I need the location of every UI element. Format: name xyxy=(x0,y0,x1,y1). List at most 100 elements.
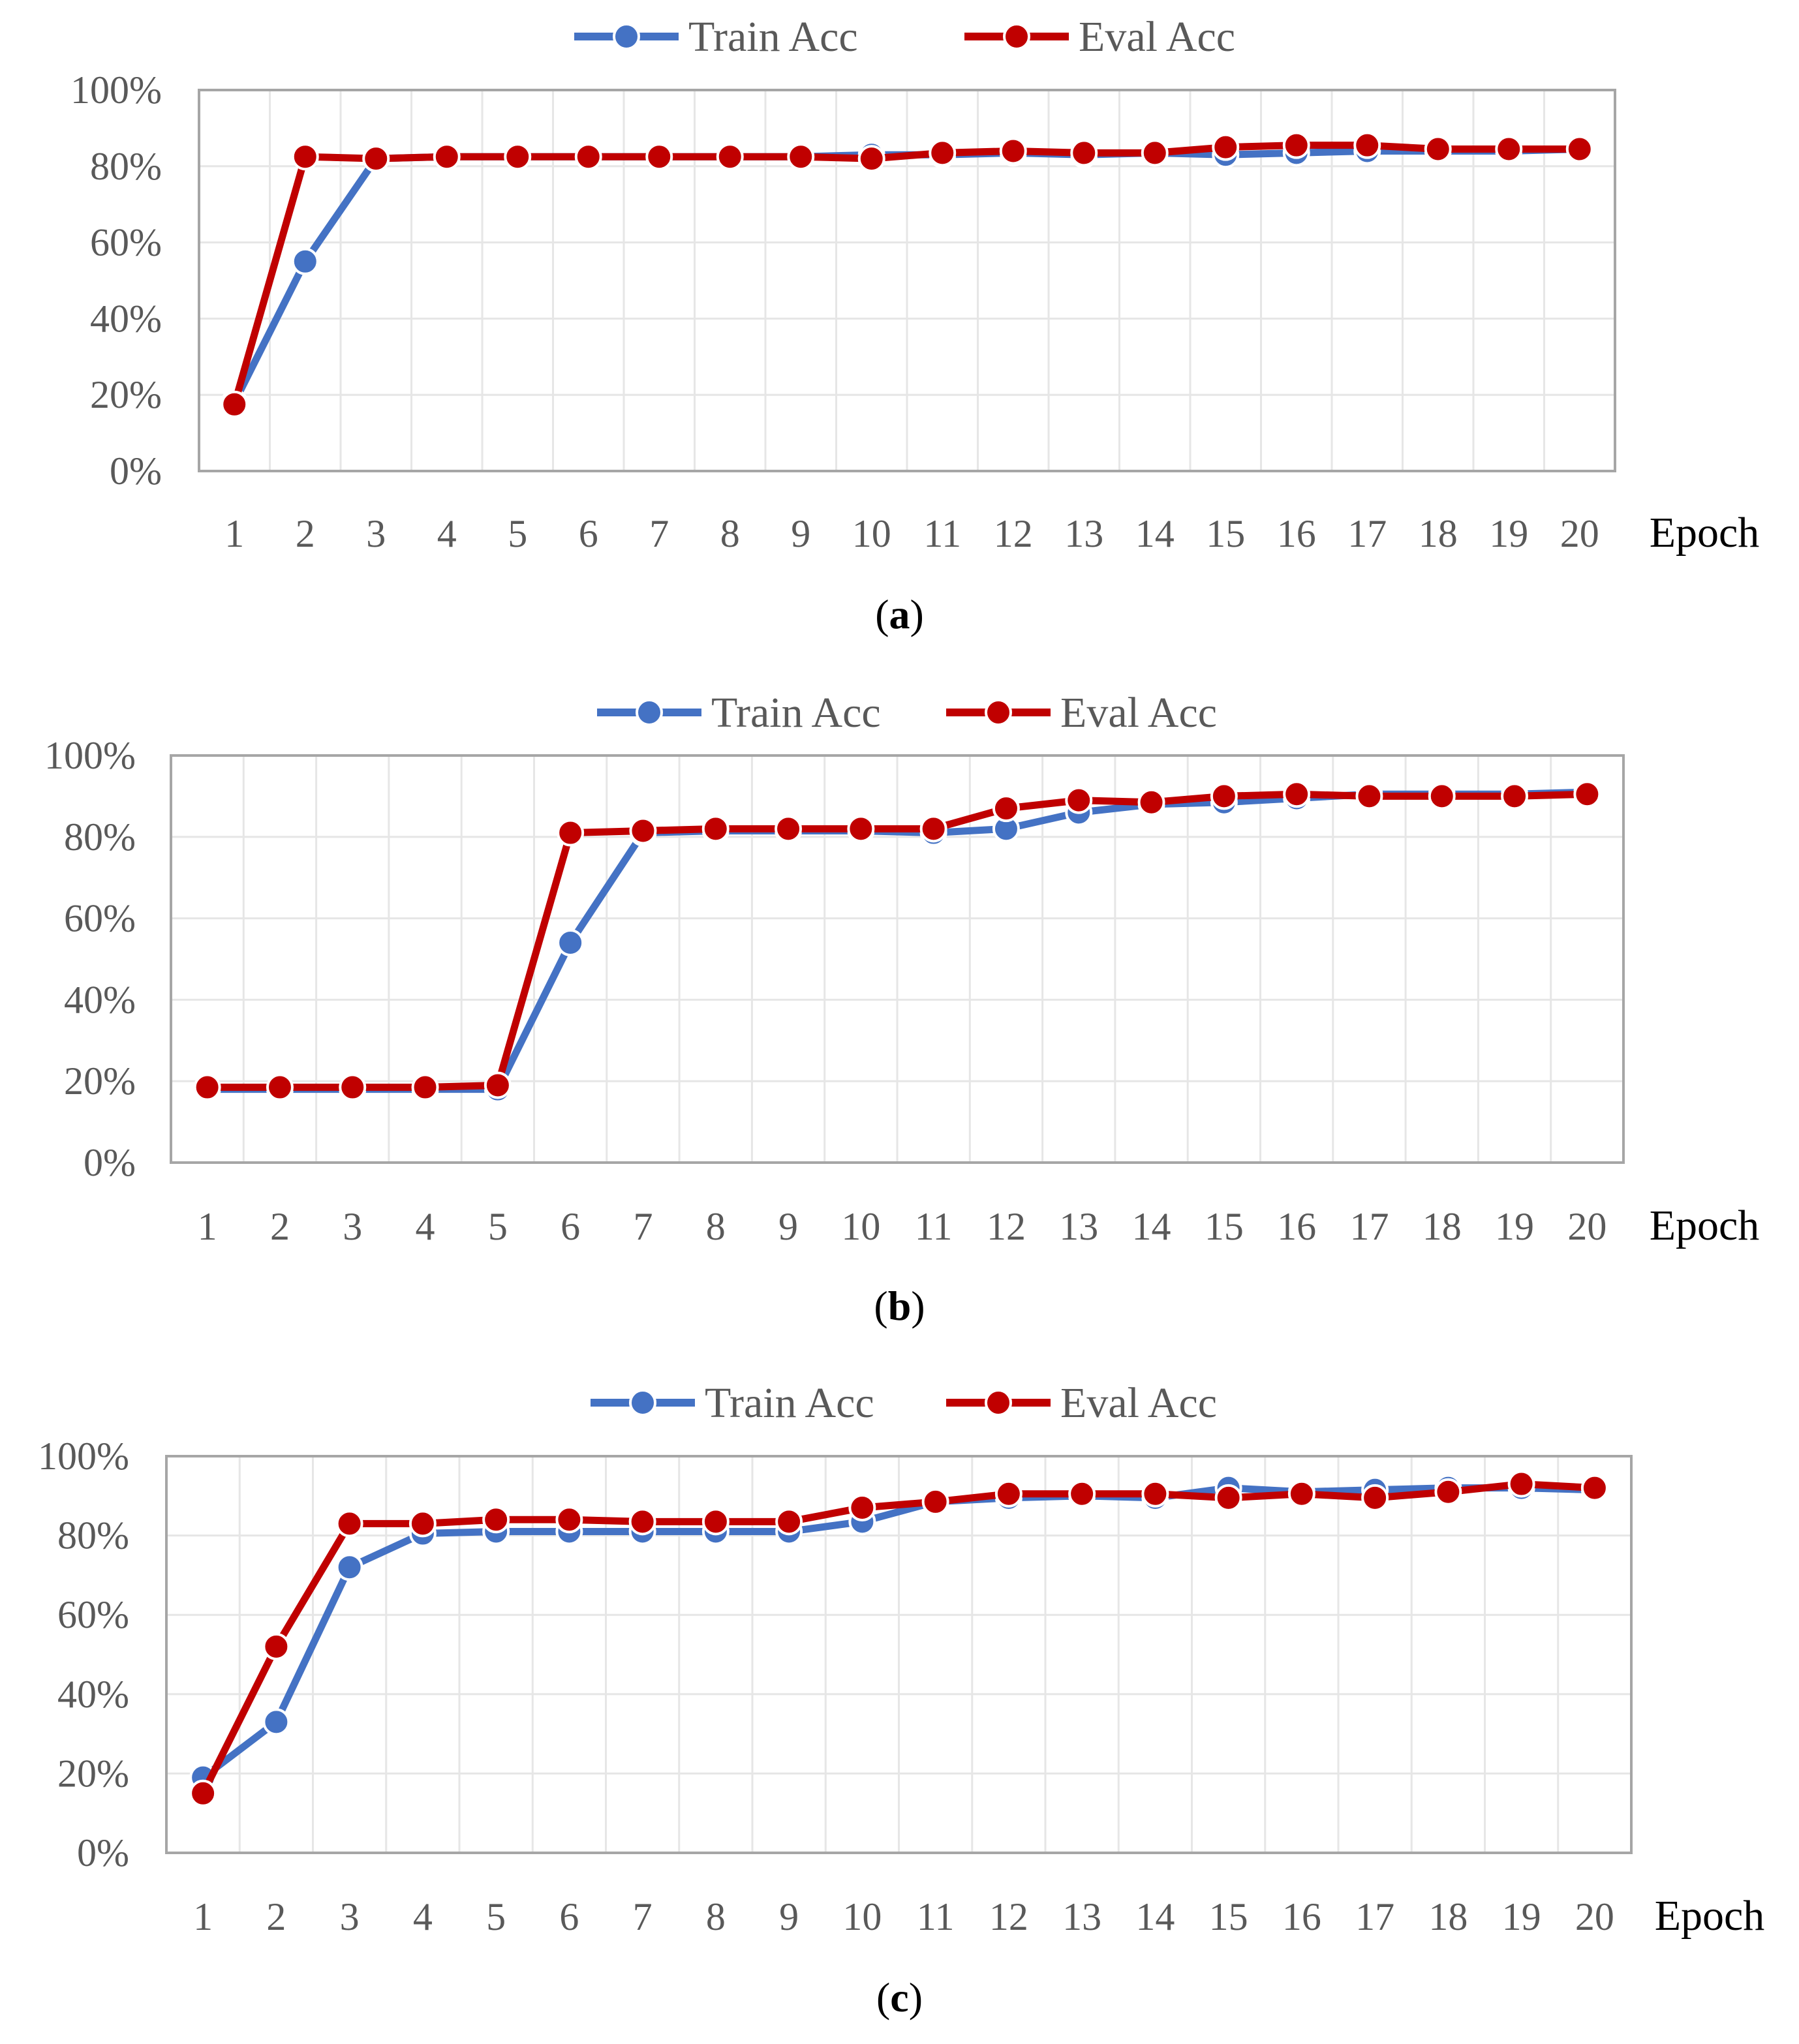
x-tick-label: 1 xyxy=(193,1895,213,1938)
y-tick-label: 40% xyxy=(64,978,136,1021)
y-tick-label: 40% xyxy=(57,1673,129,1716)
y-tick-label: 20% xyxy=(90,373,162,416)
x-tick-label: 15 xyxy=(1205,1205,1244,1248)
data-point-eval-acc xyxy=(629,817,657,845)
x-tick-label: 15 xyxy=(1209,1895,1248,1938)
x-tick-label: 1 xyxy=(224,512,244,555)
legend-marker-icon xyxy=(985,1389,1012,1416)
data-point-eval-acc xyxy=(1495,135,1523,163)
plot-frame xyxy=(170,754,1625,1164)
y-tick-label: 80% xyxy=(90,145,162,188)
x-tick-label: 14 xyxy=(1132,1205,1171,1248)
data-point-eval-acc xyxy=(574,143,602,171)
x-tick-label: 9 xyxy=(778,1205,798,1248)
x-tick-label: 13 xyxy=(1064,512,1103,555)
x-tick-label: 17 xyxy=(1347,512,1387,555)
x-tick-label: 2 xyxy=(266,1895,286,1938)
data-point-train-acc xyxy=(262,1708,290,1736)
legend-item-eval-acc: Eval Acc xyxy=(946,1379,1217,1427)
data-point-eval-acc xyxy=(787,143,815,171)
x-tick-label: 9 xyxy=(791,512,810,555)
data-point-eval-acc xyxy=(1141,1480,1169,1508)
y-tick-label: 80% xyxy=(57,1514,129,1557)
x-tick-label: 1 xyxy=(198,1205,217,1248)
x-tick-label: 18 xyxy=(1419,512,1458,555)
x-tick-label: 11 xyxy=(923,512,961,555)
data-point-eval-acc xyxy=(921,1487,949,1516)
x-tick-label: 6 xyxy=(561,1205,580,1248)
legend-marker-icon xyxy=(613,23,640,50)
data-point-eval-acc xyxy=(857,145,885,173)
x-tick-label: 14 xyxy=(1135,512,1175,555)
y-tick-label: 60% xyxy=(57,1593,129,1636)
y-tick-label: 100% xyxy=(44,734,136,777)
x-tick-label: 4 xyxy=(437,512,457,555)
data-point-eval-acc xyxy=(484,1071,512,1099)
x-tick-label: 12 xyxy=(987,1205,1026,1248)
data-point-eval-acc xyxy=(1282,131,1310,159)
data-point-eval-acc xyxy=(339,1073,367,1101)
data-point-eval-acc xyxy=(1573,780,1601,808)
x-tick-label: 3 xyxy=(366,512,386,555)
x-tick-label: 20 xyxy=(1560,512,1599,555)
x-tick-label: 4 xyxy=(416,1205,435,1248)
caption-c: (c) xyxy=(876,1974,923,2021)
y-tick-label: 60% xyxy=(90,221,162,264)
data-point-eval-acc xyxy=(994,1480,1023,1508)
x-tick-label: 5 xyxy=(508,512,527,555)
x-tick-label: 7 xyxy=(633,1205,653,1248)
data-point-train-acc xyxy=(291,247,319,275)
x-tick-label: 5 xyxy=(488,1205,508,1248)
x-tick-label: 15 xyxy=(1206,512,1245,555)
x-tick-label: 12 xyxy=(989,1895,1028,1938)
data-point-eval-acc xyxy=(701,815,730,843)
x-tick-label: 6 xyxy=(579,512,598,555)
data-point-eval-acc xyxy=(557,819,585,847)
y-tick-label: 20% xyxy=(57,1752,129,1795)
data-point-eval-acc xyxy=(1355,782,1383,810)
data-point-eval-acc xyxy=(1210,782,1238,810)
x-tick-label: 9 xyxy=(779,1895,799,1938)
data-point-eval-acc xyxy=(335,1510,363,1538)
legend-marker-icon xyxy=(629,1389,656,1416)
data-point-eval-acc xyxy=(1361,1484,1389,1512)
data-point-eval-acc xyxy=(1353,131,1381,159)
data-point-eval-acc xyxy=(1137,788,1165,816)
x-axis-label: Epoch xyxy=(1650,509,1760,557)
plot-frame xyxy=(165,1455,1633,1854)
legend-label: Eval Acc xyxy=(1060,689,1217,737)
data-point-eval-acc xyxy=(1565,135,1593,163)
x-tick-label: 8 xyxy=(706,1205,726,1248)
x-tick-label: 2 xyxy=(270,1205,290,1248)
data-point-eval-acc xyxy=(775,815,803,843)
data-point-eval-acc xyxy=(1214,1484,1242,1512)
data-point-eval-acc xyxy=(1501,782,1529,810)
data-point-eval-acc xyxy=(628,1508,656,1536)
x-axis-label: Epoch xyxy=(1655,1892,1765,1940)
legend-marker-icon xyxy=(636,699,663,726)
data-point-eval-acc xyxy=(411,1073,439,1101)
data-point-eval-acc xyxy=(433,143,461,171)
legend-label: Train Acc xyxy=(711,689,881,737)
x-tick-label: 13 xyxy=(1059,1205,1098,1248)
y-tick-label: 0% xyxy=(77,1831,129,1874)
data-point-eval-acc xyxy=(193,1073,221,1101)
x-tick-label: 20 xyxy=(1575,1895,1614,1938)
y-tick-label: 100% xyxy=(70,69,162,112)
plot-frame xyxy=(198,89,1616,472)
y-tick-label: 20% xyxy=(64,1060,136,1103)
x-tick-label: 8 xyxy=(720,512,740,555)
y-tick-label: 60% xyxy=(64,897,136,940)
x-tick-label: 11 xyxy=(917,1895,955,1938)
x-tick-label: 12 xyxy=(994,512,1033,555)
legend: Train Acc Eval Acc xyxy=(574,13,1235,61)
x-tick-label: 17 xyxy=(1349,1205,1389,1248)
y-tick-label: 100% xyxy=(38,1435,129,1478)
x-tick-label: 5 xyxy=(486,1895,506,1938)
x-tick-label: 19 xyxy=(1489,512,1528,555)
data-point-eval-acc xyxy=(1065,786,1093,814)
legend-item-eval-acc: Eval Acc xyxy=(946,689,1217,737)
data-point-eval-acc xyxy=(775,1508,803,1536)
data-point-eval-acc xyxy=(291,143,319,171)
